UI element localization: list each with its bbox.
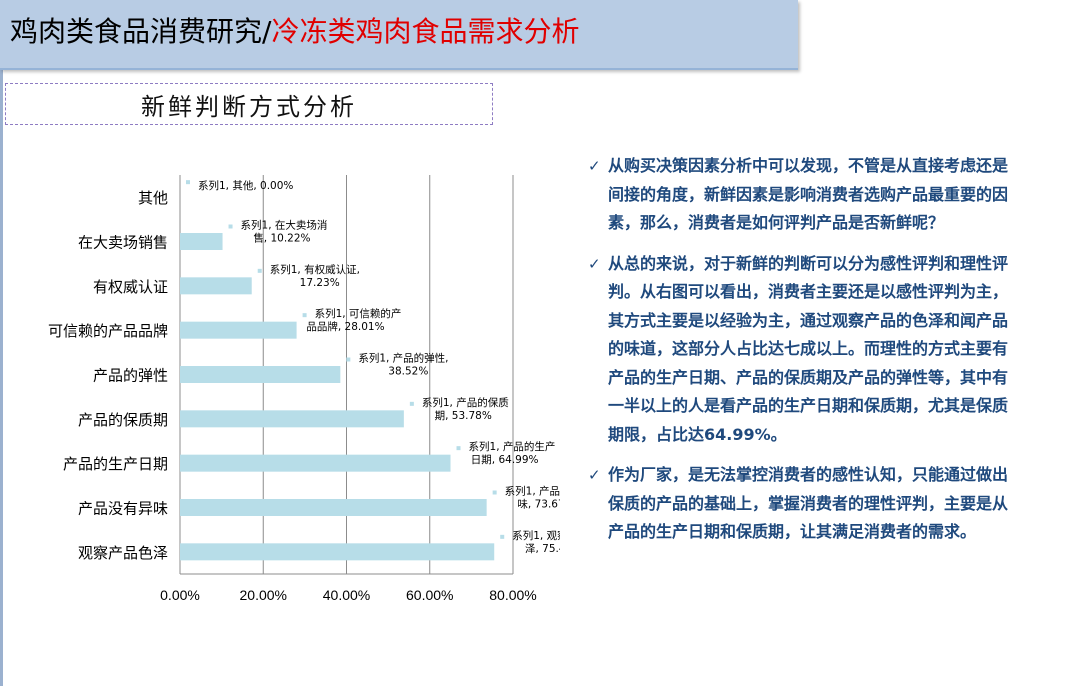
x-tick-label: 80.00% [489, 587, 536, 603]
data-label: 系列1, 其他, 0.00% [198, 179, 293, 192]
category-label: 可信赖的产品品牌 [48, 322, 168, 340]
data-label-marker [228, 224, 233, 229]
category-label: 产品的保质期 [78, 411, 168, 429]
data-label-marker [346, 357, 351, 362]
x-tick-label: 0.00% [160, 587, 200, 603]
bullet-item: ✓ 作为厂家，是无法掌控消费者的感性认知，只能通过做出保质的产品的基础上，掌握消费… [588, 461, 1018, 547]
category-label: 有权威认证 [93, 278, 168, 296]
bar [180, 454, 451, 472]
x-tick-label: 60.00% [406, 587, 453, 603]
section-title: 新鲜判断方式分析 [141, 92, 357, 121]
data-label-marker [186, 180, 190, 185]
header-bar: 鸡肉类食品消费研究/冷冻类鸡肉食品需求分析 [0, 0, 798, 70]
category-label: 产品的弹性 [93, 367, 168, 385]
data-label: 系列1, 观察产品色 [512, 529, 560, 542]
data-label: 售, 10.22% [253, 232, 310, 245]
data-label: 系列1, 产品的生产 [469, 440, 556, 453]
data-label: 系列1, 产品的保质 [422, 396, 509, 409]
page-title: 鸡肉类食品消费研究/冷冻类鸡肉食品需求分析 [10, 10, 579, 50]
bullet-item: ✓ 从总的来说，对于新鲜的判断可以分为感性评判和理性评判。从右图可以看出，消费者主… [588, 250, 1018, 450]
data-label-marker [500, 534, 505, 539]
bullet-item: ✓ 从购买决策因素分析中可以发现，不管是从直接考虑还是间接的角度，新鲜因素是影响消… [588, 152, 1018, 238]
checkmark-icon: ✓ [588, 254, 601, 273]
data-label: 系列1, 产品的弹性, [358, 352, 448, 365]
bar-chart: 0.00% 20.00% 40.00% 60.00% 80.00% 其他 系列1, 其他, … [48, 175, 560, 603]
bar [180, 410, 404, 428]
data-label: 品品牌, 28.01% [306, 320, 384, 333]
data-label: 17.23% [300, 277, 340, 289]
category-label: 产品的生产日期 [63, 455, 168, 473]
bullet-list: ✓ 从购买决策因素分析中可以发现，不管是从直接考虑还是间接的角度，新鲜因素是影响消… [588, 152, 1018, 559]
category-label: 其他 [138, 189, 168, 207]
bar [180, 321, 297, 339]
data-label: 泽, 75.49% [525, 543, 560, 555]
x-tick-label: 40.00% [323, 587, 370, 603]
data-label: 系列1, 产品没有异 [505, 485, 560, 498]
category-label: 在大卖场销售 [78, 234, 168, 252]
data-label: 日期, 64.99% [471, 454, 539, 466]
data-label-marker [409, 401, 414, 406]
data-label: 期, 53.78% [435, 410, 492, 422]
category-label: 观察产品色泽 [78, 544, 168, 562]
bar [180, 233, 223, 250]
bullet-text: 从购买决策因素分析中可以发现，不管是从直接考虑还是间接的角度，新鲜因素是影响消费… [608, 156, 1009, 232]
title-sub: 冷冻类鸡肉食品需求分析 [271, 15, 580, 48]
data-label: 系列1, 在大卖场消 [241, 219, 328, 232]
left-border [0, 0, 3, 686]
data-label: 味, 73.67% [517, 499, 560, 511]
bullet-text: 作为厂家，是无法掌控消费者的感性认知，只能通过做出保质的产品的基础上，掌握消费者… [608, 465, 1009, 541]
data-label: 38.52% [388, 366, 428, 378]
data-label-marker [302, 313, 307, 318]
category-label: 产品没有异味 [78, 500, 168, 518]
section-title-box: 新鲜判断方式分析 [5, 83, 493, 125]
x-tick-label: 20.00% [240, 587, 287, 603]
checkmark-icon: ✓ [588, 157, 601, 175]
data-label-marker [257, 268, 262, 273]
data-label-marker [492, 490, 497, 495]
data-label-marker [456, 446, 461, 451]
bar [180, 499, 487, 516]
bar [180, 543, 495, 561]
checkmark-icon: ✓ [588, 466, 601, 484]
bullet-text: 从总的来说，对于新鲜的判断可以分为感性评判和理性评判。从右图可以看出，消费者主要… [608, 253, 1009, 444]
bar [180, 277, 252, 295]
data-label: 系列1, 可信赖的产 [315, 307, 402, 320]
title-main: 鸡肉类食品消费研究/ [10, 15, 272, 48]
bar [180, 366, 341, 383]
data-label: 系列1, 有权威认证, [270, 263, 360, 276]
